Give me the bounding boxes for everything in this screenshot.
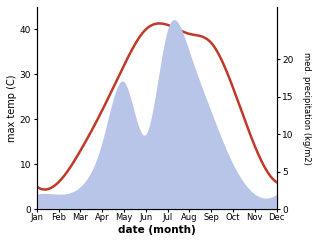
X-axis label: date (month): date (month) bbox=[118, 225, 196, 235]
Y-axis label: med. precipitation (kg/m2): med. precipitation (kg/m2) bbox=[302, 52, 311, 165]
Y-axis label: max temp (C): max temp (C) bbox=[7, 74, 17, 142]
